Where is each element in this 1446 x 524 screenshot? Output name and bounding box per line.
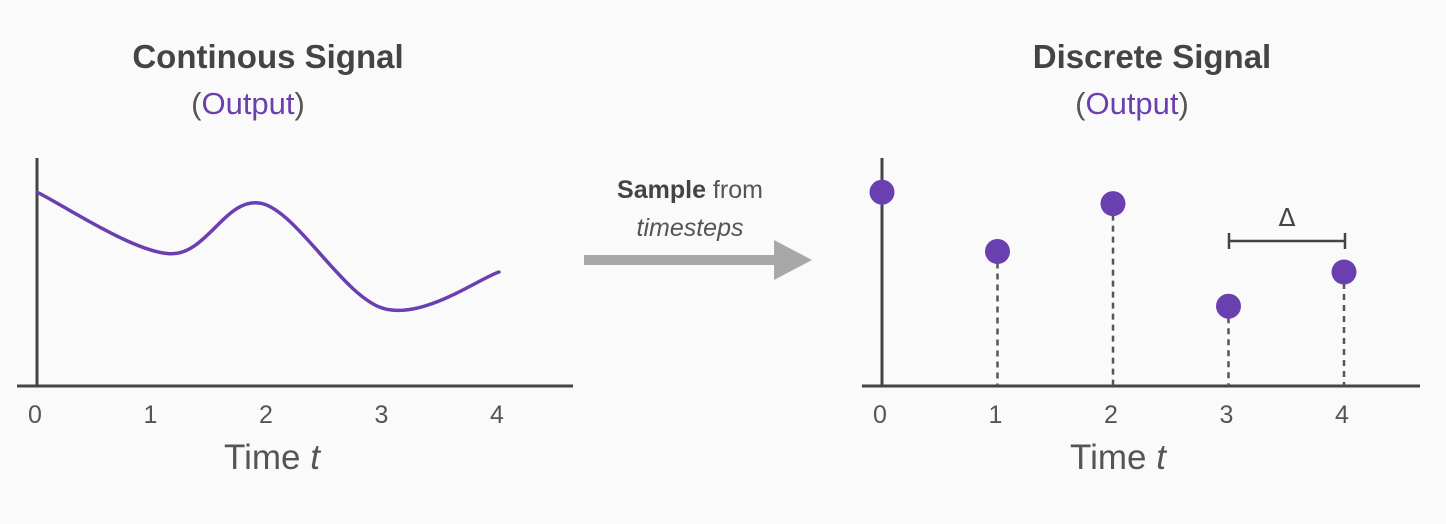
discrete-signal-panel: Discrete Signal (Output) Δ 0 1 2 3 4 Time t [862, 38, 1420, 477]
left-x-axis-label: Time t [224, 438, 321, 477]
right-x-axis-label: Time t [1070, 438, 1167, 477]
subtitle-open-paren: ( [1075, 86, 1086, 121]
arrow-caption-line1: Sample from [617, 176, 763, 204]
x-axis-label-variable: t [310, 438, 321, 477]
left-tick-labels: 0 1 2 3 4 [28, 401, 504, 429]
continuous-signal-line [35, 190, 501, 313]
discrete-points [869, 179, 1357, 319]
discrete-stems [996, 203, 1346, 386]
x-tick-label: 4 [490, 401, 504, 429]
arrow-caption-bold: Sample [617, 176, 706, 204]
x-axis-label-variable: t [1156, 438, 1167, 477]
x-tick-label: 4 [1335, 401, 1349, 429]
sample-point [1100, 191, 1126, 217]
x-tick-label: 1 [989, 401, 1003, 429]
sample-point [1216, 293, 1241, 319]
x-tick-label: 2 [259, 401, 273, 429]
continuous-signal-subtitle: (Output) [191, 86, 305, 121]
arrow-caption-line2: timesteps [637, 214, 744, 242]
subtitle-close-paren: ) [295, 86, 305, 121]
delta-interval-annotation: Δ [1227, 203, 1347, 249]
x-axis-label-text: Time [1070, 438, 1156, 477]
x-tick-label: 3 [1220, 401, 1234, 429]
sample-point [985, 238, 1010, 264]
arrow-head-icon [774, 240, 812, 280]
arrow-shaft [584, 255, 776, 265]
x-tick-label: 0 [28, 401, 42, 429]
sample-point [1331, 259, 1357, 285]
x-tick-label: 2 [1104, 401, 1118, 429]
subtitle-close-paren: ) [1179, 86, 1189, 121]
delta-label: Δ [1278, 203, 1295, 232]
subtitle-output-word: Output [201, 86, 294, 121]
continuous-signal-title: Continous Signal [132, 38, 403, 75]
sample-arrow-group: Sample from timesteps [584, 176, 812, 280]
sample-point [869, 179, 895, 205]
discrete-signal-title: Discrete Signal [1033, 38, 1271, 75]
x-tick-label: 0 [873, 401, 887, 429]
subtitle-open-paren: ( [191, 86, 202, 121]
x-axis-label-text: Time [224, 438, 310, 477]
continuous-signal-panel: Continous Signal (Output) 0 1 2 3 4 Time t [17, 38, 573, 477]
discrete-signal-subtitle: (Output) [1075, 86, 1189, 121]
x-tick-label: 3 [375, 401, 389, 429]
x-tick-label: 1 [144, 401, 158, 429]
right-tick-labels: 0 1 2 3 4 [873, 401, 1349, 429]
arrow-caption-rest: from [706, 176, 763, 204]
subtitle-output-word: Output [1085, 86, 1178, 121]
